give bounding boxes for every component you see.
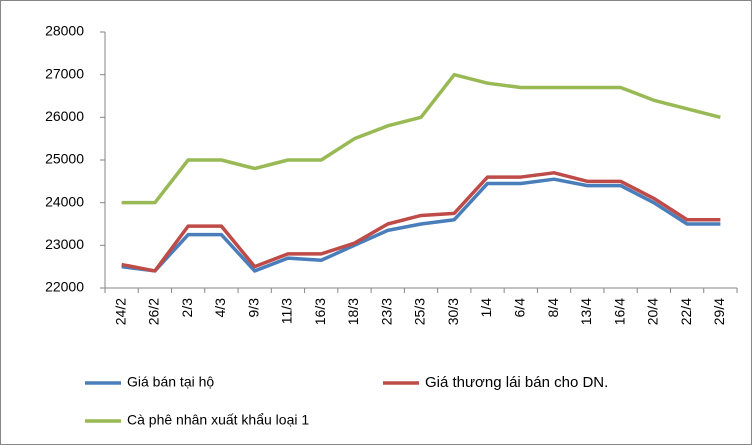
y-tick-label: 25000: [45, 151, 84, 167]
x-tick-label: 4/3: [212, 298, 228, 318]
y-tick-label: 24000: [45, 193, 84, 209]
x-tick-label: 16/4: [611, 298, 627, 325]
legend-label: Giá bán tại hộ: [127, 374, 214, 390]
y-tick-label: 23000: [45, 236, 84, 252]
x-tick-label: 8/4: [545, 298, 561, 318]
x-tick-label: 2/3: [179, 298, 195, 318]
y-tick-label: 26000: [45, 108, 84, 124]
x-tick-label: 26/2: [146, 298, 162, 325]
x-tick-label: 13/4: [578, 298, 594, 325]
x-tick-label: 16/3: [312, 298, 328, 325]
legend-label: Giá thương lái bán cho DN.: [425, 374, 608, 391]
series-line: [121, 171, 721, 273]
y-tick-label: 22000: [45, 279, 84, 295]
legend-label: Cà phê nhân xuất khẩu loại 1: [127, 412, 309, 428]
series-line: [121, 72, 721, 205]
x-tick-label: 1/4: [478, 298, 494, 318]
x-tick-label: 20/4: [645, 298, 661, 325]
x-tick-label: 18/3: [345, 298, 361, 325]
x-tick-label: 22/4: [678, 298, 694, 325]
x-tick-label: 23/3: [378, 298, 394, 325]
x-tick-label: 30/3: [445, 298, 461, 325]
y-tick-label: 27000: [45, 65, 84, 81]
x-tick-label: 25/3: [412, 298, 428, 325]
y-tick-label: 28000: [45, 23, 84, 39]
x-tick-label: 24/2: [112, 298, 128, 325]
x-tick-label: 9/3: [245, 298, 261, 318]
series-line: [121, 177, 721, 273]
x-tick-label: 6/4: [511, 298, 527, 318]
x-tick-label: 29/4: [711, 298, 727, 325]
x-tick-label: 11/3: [279, 298, 295, 324]
